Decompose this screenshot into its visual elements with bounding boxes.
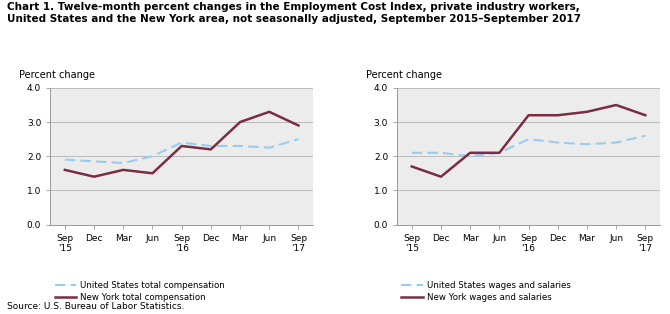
Text: Percent change: Percent change [366,70,442,80]
Text: Percent change: Percent change [19,70,94,80]
Text: United States and the New York area, not seasonally adjusted, September 2015–Sep: United States and the New York area, not… [7,14,581,24]
Text: Chart 1. Twelve-month percent changes in the Employment Cost Index, private indu: Chart 1. Twelve-month percent changes in… [7,2,580,12]
Legend: United States total compensation, New York total compensation: United States total compensation, New Yo… [54,281,225,302]
Legend: United States wages and salaries, New York wages and salaries: United States wages and salaries, New Yo… [401,281,571,302]
Text: Source: U.S. Bureau of Labor Statistics.: Source: U.S. Bureau of Labor Statistics. [7,302,184,311]
